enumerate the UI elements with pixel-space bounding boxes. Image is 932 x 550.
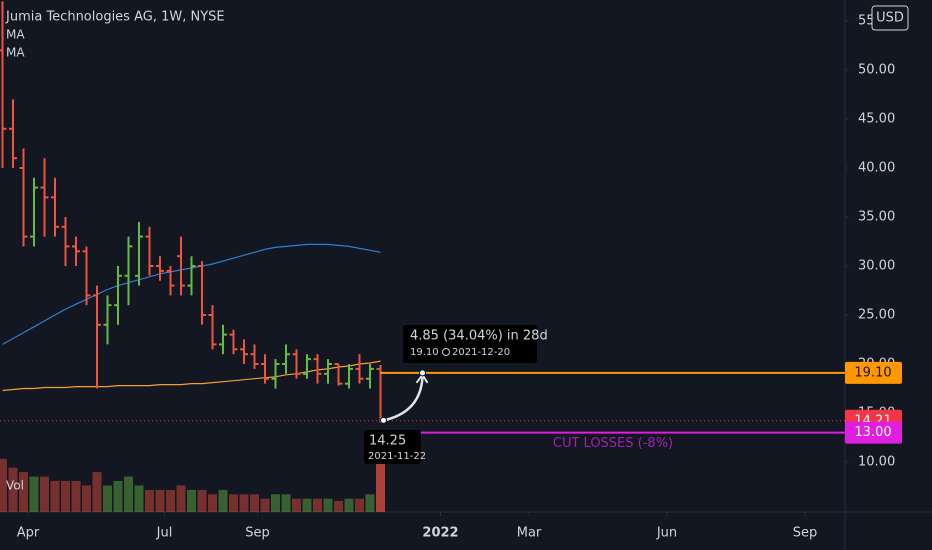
clock-icon (442, 348, 450, 356)
volume-bar (145, 489, 154, 512)
measure-end-date: 2021-12-20 (452, 347, 510, 358)
volume-bar (271, 494, 280, 512)
measure-end-price: 19.10 (410, 347, 439, 358)
volume-bar (292, 498, 301, 512)
x-tick-label: 2022 (422, 526, 458, 541)
volume-bar (313, 498, 322, 512)
volume-bar (281, 494, 291, 512)
price-line-text: CUT LOSSES (-8%) (553, 436, 673, 451)
x-tick-label: Jul (156, 526, 173, 541)
volume-bar (103, 485, 112, 512)
measure-text: 4.85 (34.04%) in 28d (410, 329, 548, 344)
volume-bar (50, 481, 60, 512)
measure-end-point (419, 369, 426, 377)
legend-entry: MA (6, 28, 25, 42)
volume-bar (218, 489, 228, 512)
volume-bar (323, 498, 333, 512)
volume-bar (124, 476, 133, 512)
measure-arrow (383, 376, 424, 422)
volume-bar (134, 485, 144, 512)
y-tick-label: 25.00 (858, 308, 895, 323)
volume-bar (166, 489, 175, 512)
measure-start-date: 2021-11-22 (368, 451, 426, 462)
volume-bar (344, 498, 354, 512)
volume-bar (355, 498, 364, 512)
x-tick-label: Mar (517, 526, 542, 541)
measure-box (403, 325, 537, 363)
y-tick-label: 45.00 (858, 111, 895, 126)
x-tick-label: Sep (245, 526, 270, 541)
price-label-box (845, 361, 902, 384)
volume-bar (19, 472, 28, 512)
volume-bar (92, 472, 102, 512)
y-tick-label: 10.00 (858, 455, 895, 470)
measure-start-point (380, 416, 387, 424)
y-tick-label: 40.00 (858, 160, 895, 175)
volume-bar (71, 481, 81, 512)
chart-title: Jumia Technologies AG, 1W, NYSE (5, 10, 225, 25)
currency-label: USD (876, 11, 904, 26)
measure-start-box (364, 430, 421, 464)
x-tick-label: Sep (793, 526, 818, 541)
volume-bar (8, 467, 18, 512)
y-tick-label: 50.00 (858, 62, 895, 77)
volume-bar (155, 489, 165, 512)
x-tick-label: Jun (656, 526, 677, 541)
y-tick-label: 35.00 (858, 209, 895, 224)
volume-bar (260, 498, 270, 512)
currency-box (871, 5, 909, 31)
volume-bar (376, 450, 385, 512)
price-label: 13.00 (854, 425, 891, 440)
volume-bar (113, 481, 123, 512)
volume-bar (239, 494, 249, 512)
measure-start-price: 14.25 (369, 434, 406, 449)
volume-pane (0, 450, 385, 512)
volume-label: Vol (6, 479, 24, 493)
volume-bar (208, 494, 217, 512)
legend-entry: MA (6, 46, 25, 60)
volume-bar (176, 485, 186, 512)
volume-bar (302, 498, 312, 512)
volume-bar (82, 485, 91, 512)
x-tick-label: Apr (17, 526, 40, 541)
volume-bar (229, 494, 238, 512)
volume-bar (61, 481, 70, 512)
price-pane (0, 1, 385, 423)
volume-bar (0, 458, 7, 512)
volume-bar (334, 500, 343, 512)
volume-bar (365, 494, 375, 512)
y-tick-label: 55 (858, 13, 875, 28)
volume-bar (187, 489, 196, 512)
volume-bar (197, 489, 207, 512)
y-tick-label: 30.00 (858, 259, 895, 274)
volume-bar (29, 476, 39, 512)
volume-bar (250, 494, 259, 512)
volume-bar (40, 476, 49, 512)
price-label: 19.10 (854, 365, 891, 380)
price-label-box (845, 421, 902, 444)
